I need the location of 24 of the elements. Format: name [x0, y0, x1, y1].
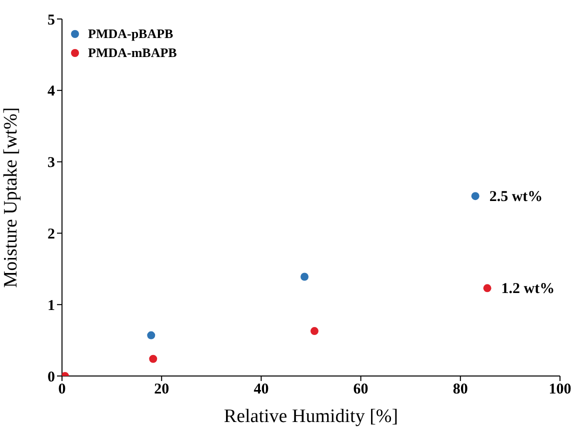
point [471, 192, 480, 200]
legend-label: PMDA-pBAPB [88, 25, 174, 43]
annotation: 1.2 wt% [501, 281, 555, 298]
y-tick-label: 4 [48, 84, 56, 100]
point [483, 284, 492, 292]
annotation: 2.5 wt% [489, 189, 543, 206]
y-tick-label: 2 [48, 226, 55, 243]
point [300, 272, 309, 281]
x-tick-label: 80 [452, 382, 468, 398]
x-tick-label: 100 [548, 382, 572, 398]
point [310, 327, 318, 336]
y-tick-label: 5 [48, 12, 55, 28]
x-tick-label: 20 [154, 382, 170, 398]
point [149, 354, 158, 363]
legend-label: PMDA-mBAPB [88, 44, 177, 62]
point [147, 331, 156, 340]
y-tick-label: 3 [48, 155, 55, 172]
x-axis-title: Relative Humidity [%] [224, 406, 398, 427]
x-tick-label: 0 [58, 382, 66, 398]
y-axis-title: Moisture Uptake [wt%] [0, 107, 22, 288]
x-tick-label: 40 [254, 382, 269, 398]
x-tick-label: 60 [353, 382, 368, 398]
y-tick-label: 0 [48, 369, 55, 386]
y-tick-label: 1 [48, 298, 55, 314]
